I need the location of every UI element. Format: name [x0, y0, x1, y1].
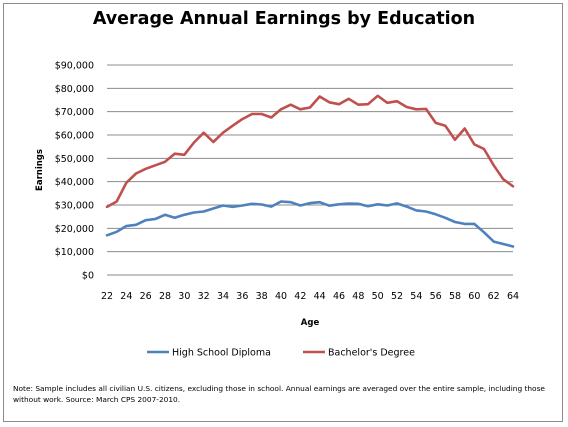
- x-tick-label: 32: [198, 291, 210, 302]
- y-tick-label: $0: [82, 271, 94, 282]
- y-tick-label: $90,000: [55, 61, 94, 72]
- x-tick-label: 46: [333, 291, 345, 302]
- x-tick-label: 60: [468, 291, 480, 302]
- x-tick-label: 34: [217, 291, 229, 302]
- series-line-high-school: [105, 200, 515, 248]
- x-tick-label: 50: [372, 291, 384, 302]
- x-tick-label: 22: [101, 291, 113, 302]
- x-tick-label: 30: [178, 291, 190, 302]
- x-tick-label: 28: [159, 291, 171, 302]
- x-tick-label: 40: [275, 291, 287, 302]
- x-tick-label: 26: [140, 291, 152, 302]
- x-axis-label: Age: [301, 318, 320, 328]
- gridlines: [107, 64, 513, 276]
- x-tick-label: 62: [488, 291, 500, 302]
- chart-title: Average Annual Earnings by Education: [92, 9, 476, 29]
- x-tick-label: 44: [314, 291, 326, 302]
- y-tick-label: $70,000: [55, 107, 94, 118]
- x-tick-label: 54: [410, 291, 422, 302]
- x-tick-label: 64: [507, 291, 519, 302]
- x-tick-label: 42: [294, 291, 306, 302]
- series-lines: [105, 94, 515, 248]
- y-tick-label: $20,000: [55, 224, 94, 235]
- series-line-bachelors: [105, 94, 515, 209]
- x-tick-labels: 22 24 26 28 30 32 34 36 38 40 42 44 46 48 50 52 54 56 58 60…: [101, 291, 519, 302]
- x-tick-label: 48: [352, 291, 364, 302]
- y-tick-label: $50,000: [55, 154, 94, 165]
- x-tick-label: 52: [391, 291, 403, 302]
- y-tick-labels: $0 $10,000 $20,000 $30,000 $40,000 $50,000 $60…: [55, 61, 94, 282]
- chart-frame: [3, 3, 563, 422]
- x-tick-label: 36: [236, 291, 248, 302]
- y-tick-label: $30,000: [55, 201, 94, 212]
- y-tick-label: $40,000: [55, 177, 94, 188]
- y-tick-label: $10,000: [55, 247, 94, 258]
- legend: High School Diploma Bachelor's Degree: [147, 348, 415, 359]
- y-axis-label: Earnings: [35, 149, 45, 191]
- x-tick-label: 24: [120, 291, 132, 302]
- x-tick-label: 58: [449, 291, 461, 302]
- legend-label: Bachelor's Degree: [328, 348, 415, 359]
- legend-label: High School Diploma: [172, 348, 271, 359]
- y-tick-label: $60,000: [55, 131, 94, 142]
- footnote: Note: Sample includes all civilian U.S. …: [13, 384, 545, 404]
- x-tick-label: 38: [256, 291, 268, 302]
- y-tick-label: $80,000: [55, 84, 94, 95]
- x-tick-label: 56: [430, 291, 442, 302]
